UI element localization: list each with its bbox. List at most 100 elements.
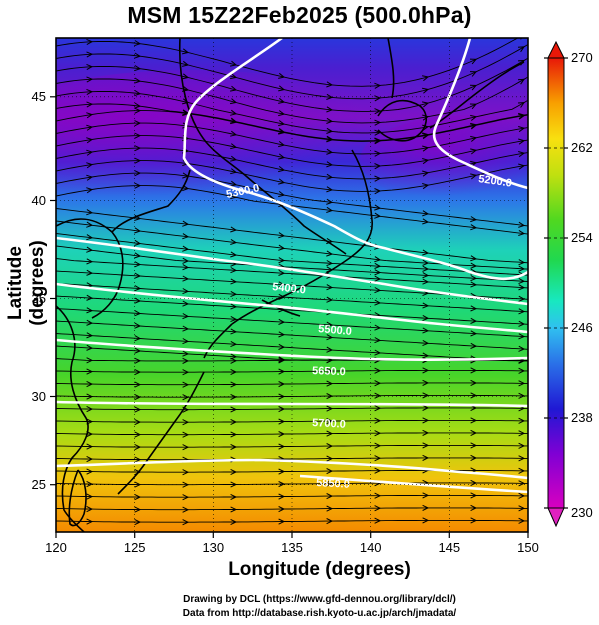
- colorbar-scale: [547, 57, 565, 509]
- streamline-arrowhead: [469, 58, 478, 65]
- streamline-arrowhead: [134, 90, 142, 97]
- streamline-arrowhead: [374, 119, 382, 126]
- streamline-arrowhead: [86, 162, 94, 169]
- streamline-arrowhead: [86, 380, 94, 388]
- streamline-arrowhead: [422, 210, 430, 217]
- streamline: [56, 507, 528, 511]
- streamline: [56, 444, 528, 448]
- streamline: [56, 283, 528, 313]
- streamline-arrowhead: [470, 367, 478, 374]
- streamline-arrowhead: [518, 467, 526, 474]
- streamline-arrowhead: [470, 429, 478, 437]
- asia-northeast-coast: [178, 38, 347, 255]
- streamline-arrowhead: [326, 518, 334, 525]
- streamline-arrowhead: [422, 249, 430, 256]
- contour-5850: [299, 474, 528, 494]
- streamline-arrowhead: [470, 173, 478, 180]
- streamline-arrowhead: [278, 257, 286, 264]
- streamline-arrowhead: [518, 380, 526, 387]
- streamline-arrowhead: [86, 149, 94, 156]
- streamline-arrowhead: [230, 73, 238, 80]
- streamline-arrowhead: [517, 46, 526, 53]
- streamline-arrowhead: [182, 275, 190, 282]
- streamline-arrowhead: [374, 287, 382, 294]
- streamline: [56, 57, 528, 112]
- streamline-arrowhead: [182, 357, 190, 364]
- streamline-arrowhead: [374, 492, 382, 499]
- x-tick-label: 140: [360, 540, 382, 555]
- streamline-arrowhead: [470, 442, 478, 449]
- streamline-arrowhead: [182, 369, 190, 376]
- streamline-arrowhead: [326, 321, 334, 328]
- streamline-arrowhead: [230, 251, 238, 258]
- streamline-arrowhead: [278, 191, 286, 198]
- streamline-arrowhead: [134, 456, 142, 463]
- streamline-arrowhead: [374, 108, 382, 115]
- colorbar-tick-label: 254: [571, 230, 593, 245]
- streamline-arrowhead: [134, 252, 142, 259]
- streamline: [56, 308, 528, 338]
- streamline: [56, 185, 528, 235]
- streamline-arrowhead: [134, 393, 142, 401]
- streamline-arrowhead: [470, 517, 478, 524]
- streamline-arrowhead: [278, 281, 286, 288]
- streamline-arrowhead: [374, 188, 382, 195]
- streamline: [56, 457, 528, 461]
- streamline-arrowhead: [182, 300, 190, 307]
- streamline-arrowhead: [182, 394, 190, 401]
- contour-5500: [56, 338, 528, 361]
- streamline-arrowhead: [374, 442, 382, 449]
- y-axis: 25 30 35 40 45: [32, 89, 56, 492]
- streamline-arrowhead: [518, 295, 526, 302]
- streamline-arrowhead: [470, 135, 478, 142]
- streamline-arrowhead: [230, 109, 238, 116]
- streamline-arrowhead: [134, 285, 142, 292]
- streamline-arrowhead: [326, 443, 334, 450]
- streamline-arrowhead: [374, 269, 382, 276]
- cold-core-region-east: [360, 115, 528, 205]
- streamline-arrowhead: [182, 325, 190, 332]
- streamline-arrowhead: [134, 310, 142, 317]
- contour-labels: 5200.0 5300.0 5400.0 5500.0 5650.0 5700.…: [225, 173, 512, 491]
- streamline: [56, 482, 528, 486]
- streamline-arrowhead: [518, 221, 526, 228]
- streamline-arrowhead: [278, 97, 286, 104]
- streamline-arrowhead: [470, 262, 478, 269]
- streamline-arrowhead: [518, 126, 526, 133]
- streamline-arrowhead: [422, 145, 430, 152]
- streamline-arrowhead: [326, 260, 334, 267]
- streamline-arrowhead: [374, 337, 382, 344]
- streamline-arrowhead: [86, 137, 94, 144]
- streamline-arrowhead: [134, 52, 142, 59]
- contour-5650: [56, 400, 528, 408]
- streamline-arrowhead: [374, 455, 382, 462]
- streamline-arrowhead: [326, 81, 334, 88]
- y-tick-label: 30: [32, 389, 46, 404]
- streamline-arrowhead: [134, 261, 142, 268]
- streamline-arrowhead: [134, 381, 142, 388]
- streamline-arrowhead: [86, 455, 94, 463]
- streamline-arrowhead: [86, 101, 94, 108]
- streamline-arrowhead: [182, 381, 190, 388]
- streamline-arrowhead: [518, 259, 526, 266]
- streamline-arrowhead: [230, 518, 238, 526]
- streamline-arrowhead: [134, 170, 142, 177]
- streamline-arrowhead: [182, 233, 190, 240]
- streamline-arrowhead: [86, 493, 94, 500]
- streamline-arrowhead: [326, 250, 334, 257]
- streamline-arrowhead: [134, 322, 142, 329]
- y-tick-label: 40: [32, 193, 46, 208]
- chart-title: MSM 15Z22Feb2025 (500.0hPa): [127, 2, 472, 28]
- streamline-arrowhead: [230, 193, 238, 200]
- streamline-arrowhead: [422, 259, 430, 266]
- streamline-arrowhead: [518, 442, 526, 449]
- streamline-arrowhead: [230, 267, 238, 274]
- streamline-arrowhead: [374, 163, 382, 170]
- streamline: [56, 103, 528, 142]
- contour-label-5500: 5500.0: [318, 323, 353, 338]
- streamline-arrowhead: [86, 319, 94, 326]
- streamline-arrowhead: [422, 87, 430, 94]
- streamline-arrowhead: [278, 493, 286, 500]
- colorbar-tick-label: 262: [571, 140, 593, 155]
- streamline-arrowhead: [374, 392, 382, 399]
